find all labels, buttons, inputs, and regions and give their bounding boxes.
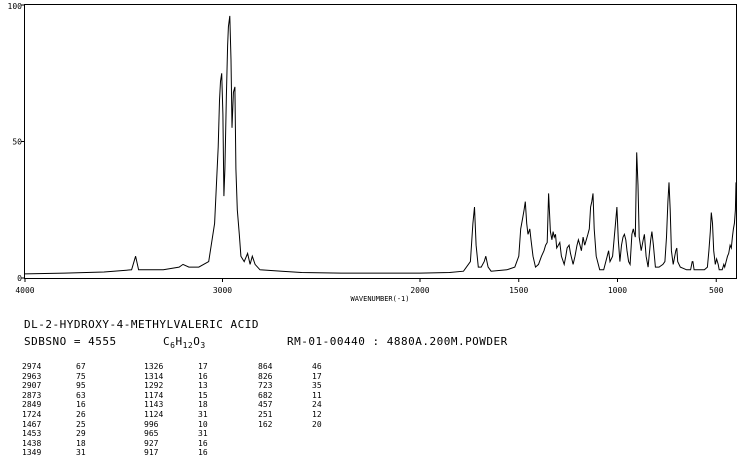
peak-transmittance: 46 [312, 362, 322, 371]
peak-transmittance: 18 [198, 400, 208, 410]
peak-transmittance: 17 [312, 371, 322, 381]
y-axis-ticks: 0 50 100 [8, 2, 25, 283]
peak-transmittance: 12 [312, 409, 322, 419]
peak-transmittance: 31 [76, 448, 86, 458]
peak-wavenumber: 965 [144, 429, 159, 439]
peak-wavenumber: 1453 [22, 429, 42, 439]
formula-hydrogen-count: 12 [182, 341, 194, 350]
peak-transmittance: 16 [198, 371, 208, 381]
peak-wavenumber: 1326 [144, 362, 164, 371]
peak-wavenumber: 2873 [22, 390, 42, 400]
peak-transmittance: 16 [198, 438, 208, 448]
peak-wavenumber: 826 [258, 371, 273, 381]
peak-transmittance: 31 [198, 409, 208, 419]
plot-frame [24, 4, 737, 279]
peak-wavenumber: 723 [258, 381, 273, 391]
x-axis-ticks: 4000 3000 2000 1500 1000 500 [15, 278, 724, 295]
peak-transmittance: 63 [76, 390, 86, 400]
peak-wavenumber: 2849 [22, 400, 42, 410]
peak-wavenumber: 1292 [144, 381, 164, 391]
peak-wavenumber: 1143 [144, 400, 164, 410]
peak-transmittance: 29 [76, 429, 86, 439]
peak-transmittance: 16 [76, 400, 86, 410]
peak-transmittance: 75 [76, 371, 86, 381]
peak-transmittance: 35 [312, 381, 322, 391]
sdbs-number: SDBSNO = 4555 [24, 335, 117, 348]
peak-transmittance: 13 [198, 381, 208, 391]
peak-wavenumber: 457 [258, 400, 273, 410]
peak-wavenumber: 162 [258, 419, 273, 429]
peak-wavenumber: 682 [258, 390, 273, 400]
x-tick-label: 500 [709, 286, 724, 295]
peak-wavenumber: 1349 [22, 448, 42, 458]
peak-wavenumber: 251 [258, 409, 273, 419]
peak-wavenumber: 2907 [22, 381, 42, 391]
y-tick-label: 50 [12, 138, 22, 147]
peak-wavenumber: 996 [144, 419, 159, 429]
transmittance-series-line [24, 15, 737, 275]
x-tick-label: 4000 [15, 286, 34, 295]
sample-info: RM-01-00440 : 4880A.200M.POWDER [287, 335, 508, 348]
formula-oxygen: O [193, 335, 201, 348]
peak-transmittance: 20 [312, 419, 322, 429]
peak-transmittance: 26 [76, 409, 86, 419]
formula-oxygen-count: 3 [200, 341, 206, 350]
peak-wavenumber: 927 [144, 438, 159, 448]
peak-wavenumber: 1438 [22, 438, 42, 448]
peak-transmittance: 16 [198, 448, 208, 458]
peak-transmittance: 95 [76, 381, 86, 391]
compound-name: DL-2-HYDROXY-4-METHYLVALERIC ACID [24, 318, 260, 331]
peak-transmittance: 11 [312, 390, 322, 400]
ir-spectrum-chart: 4000 3000 2000 1500 1000 500 0 50 100 WAVENUMBE… [8, 2, 737, 303]
peak-transmittance: 24 [312, 400, 322, 410]
peak-transmittance: 17 [198, 362, 208, 371]
x-tick-label: 1000 [608, 286, 627, 295]
peak-transmittance: 25 [76, 419, 86, 429]
formula-carbon-count: 6 [170, 341, 176, 350]
x-tick-label: 3000 [213, 286, 232, 295]
formula-carbon: C [163, 335, 171, 348]
peak-transmittance: 31 [198, 429, 208, 439]
peak-wavenumber: 2974 [22, 362, 42, 371]
peak-transmittance: 15 [198, 390, 208, 400]
peak-wavenumber: 864 [258, 362, 273, 371]
peak-transmittance: 18 [76, 438, 86, 448]
peak-wavenumber: 917 [144, 448, 159, 458]
peak-wavenumber: 1124 [144, 409, 164, 419]
peak-wavenumber: 1314 [144, 371, 164, 381]
y-tick-label: 0 [17, 274, 22, 283]
x-axis-label: WAVENUMBER(-1) [350, 295, 409, 303]
peak-wavenumber: 2963 [22, 371, 42, 381]
peak-transmittance: 10 [198, 419, 208, 429]
peak-wavenumber: 1174 [144, 390, 164, 400]
molecular-formula: C6H12O3 [163, 335, 206, 350]
peak-wavenumber: 1467 [22, 419, 42, 429]
peak-wavenumber: 1724 [22, 409, 42, 419]
x-tick-label: 1500 [509, 286, 528, 295]
peak-transmittance: 67 [76, 362, 86, 371]
formula-hydrogen: H [175, 335, 183, 348]
x-tick-label: 2000 [410, 286, 429, 295]
y-tick-label: 100 [8, 2, 23, 11]
